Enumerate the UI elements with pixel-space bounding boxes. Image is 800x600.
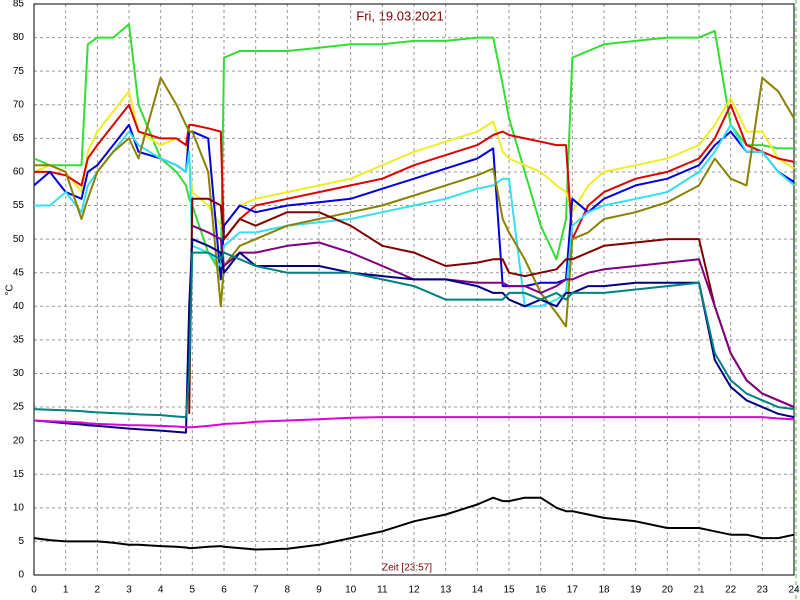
y-tick-label: 65 xyxy=(13,133,25,144)
y-tick-label: 15 xyxy=(13,469,25,480)
y-tick-label: 35 xyxy=(13,335,25,346)
x-tick-label: 15 xyxy=(503,585,515,596)
x-tick-label: 18 xyxy=(598,585,610,596)
y-tick-label: 25 xyxy=(13,402,25,413)
x-tick-label: 21 xyxy=(693,585,705,596)
y-axis-label: °C xyxy=(5,284,16,295)
series-line xyxy=(33,416,795,429)
plot-frame xyxy=(33,3,795,576)
series-line xyxy=(34,76,795,328)
series-line xyxy=(33,238,795,434)
series-line xyxy=(33,251,795,419)
y-tick-label: 85 xyxy=(13,0,25,10)
x-tick-label: 10 xyxy=(345,585,357,596)
x-axis-label: Zeit [23:57] xyxy=(382,563,432,574)
series-line xyxy=(191,224,795,409)
y-tick-label: 10 xyxy=(13,502,25,513)
y-tick-label: 40 xyxy=(13,301,25,312)
series-line xyxy=(34,103,795,241)
x-tick-label: 20 xyxy=(662,585,674,596)
y-tick-label: 60 xyxy=(13,167,25,178)
x-tick-label: 23 xyxy=(757,585,769,596)
x-tick-label: 4 xyxy=(158,585,164,596)
x-tick-label: 24 xyxy=(788,585,800,596)
x-tick-label: 0 xyxy=(31,585,37,596)
x-tick-label: 13 xyxy=(440,585,452,596)
x-tick-label: 11 xyxy=(377,585,388,596)
series-line xyxy=(33,23,794,274)
y-tick-label: 5 xyxy=(18,536,24,547)
y-tick-label: 0 xyxy=(18,570,24,581)
y-tick-label: 20 xyxy=(13,435,25,446)
x-tick-label: 22 xyxy=(725,585,737,596)
series-line xyxy=(33,496,795,551)
x-tick-label: 8 xyxy=(285,585,291,596)
x-tick-label: 12 xyxy=(408,585,420,596)
chart-title: Fri, 19.03.2021 xyxy=(356,8,443,23)
series-line xyxy=(33,123,795,288)
x-tick-label: 3 xyxy=(126,585,132,596)
x-tick-label: 19 xyxy=(630,585,642,596)
x-tick-label: 7 xyxy=(253,585,259,596)
series-line xyxy=(188,197,795,414)
x-tick-label: 1 xyxy=(63,585,69,596)
x-tick-label: 16 xyxy=(535,585,547,596)
series-line xyxy=(33,90,795,227)
x-tick-label: 5 xyxy=(190,585,196,596)
y-tick-label: 45 xyxy=(13,267,25,278)
y-tick-label: 55 xyxy=(13,200,25,211)
y-tick-label: 75 xyxy=(13,66,25,77)
y-tick-label: 80 xyxy=(13,32,25,43)
y-tick-label: 50 xyxy=(13,234,25,245)
series-line xyxy=(34,123,795,308)
x-tick-label: 9 xyxy=(316,585,322,596)
y-tick-label: 30 xyxy=(13,368,25,379)
x-tick-label: 14 xyxy=(472,585,484,596)
x-tick-label: 2 xyxy=(95,585,101,596)
x-tick-label: 6 xyxy=(221,585,227,596)
x-tick-label: 17 xyxy=(567,585,579,596)
y-tick-label: 70 xyxy=(13,99,25,110)
